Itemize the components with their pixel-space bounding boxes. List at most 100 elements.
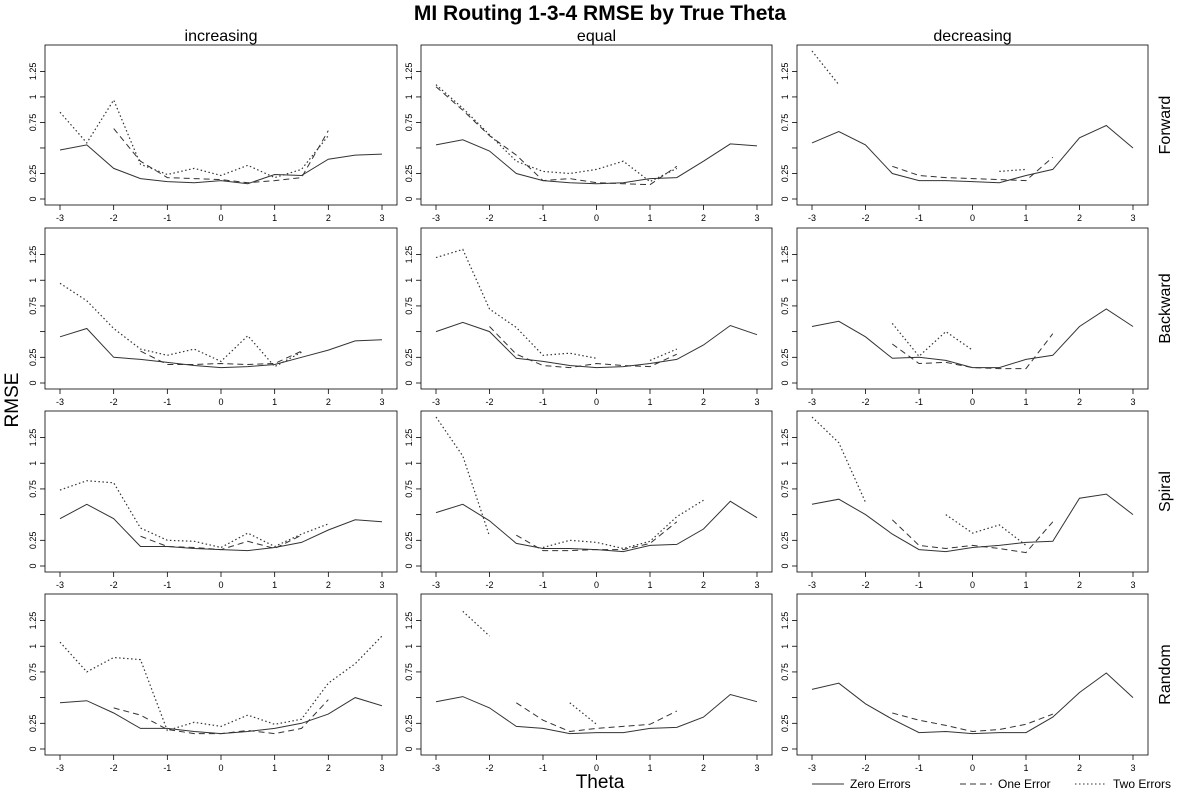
x-tick-label: 2 — [326, 580, 331, 590]
series-line-one-error — [489, 326, 678, 369]
series-line-zero-errors — [811, 124, 1134, 184]
x-tick-label: 3 — [1130, 213, 1135, 223]
panel-random-increasing: -3 -2 -1 0 1 2 3 0 0.25 0.75 1 1.25 — [28, 593, 398, 773]
x-tick-label: 3 — [379, 213, 384, 223]
series-line-two-errors — [59, 480, 329, 549]
x-tick-label: -3 — [432, 213, 440, 223]
series-line-one-error — [892, 156, 1054, 182]
y-tick-label: 0.25 — [780, 349, 790, 367]
y-tick-label: 1 — [404, 278, 414, 283]
series-line-one-error — [892, 333, 1054, 370]
y-tick-label: 0.75 — [28, 663, 38, 681]
series-line-one-error — [516, 702, 678, 733]
x-tick-label: 3 — [379, 763, 384, 773]
panel-frame — [420, 227, 773, 390]
panel-forward-equal: -3 -2 -1 0 1 2 3 0 0.25 0.75 1 1.25 — [404, 44, 773, 223]
x-tick-label: -3 — [432, 397, 440, 407]
x-tick-label: -3 — [432, 580, 440, 590]
series-line-zero-errors — [435, 500, 758, 553]
x-tick-label: -2 — [485, 580, 493, 590]
y-tick-label: 1.25 — [404, 612, 414, 630]
x-tick-label: -3 — [56, 213, 64, 223]
y-tick-label: 0.75 — [28, 480, 38, 498]
x-tick-label: 2 — [701, 213, 706, 223]
row-title-forward: Forward — [1157, 96, 1174, 155]
x-tick-label: -2 — [485, 213, 493, 223]
x-tick-label: 0 — [218, 580, 223, 590]
y-tick-label: 0 — [780, 563, 790, 568]
x-tick-label: 1 — [647, 397, 652, 407]
y-tick-label: 1.25 — [404, 63, 414, 81]
y-tick-label: 0.75 — [28, 114, 38, 132]
y-tick-label: 0.25 — [28, 349, 38, 367]
series-line-zero-errors — [811, 493, 1134, 553]
x-tick-label: 1 — [647, 213, 652, 223]
x-tick-label: -1 — [163, 763, 171, 773]
y-tick-label: 0.75 — [404, 663, 414, 681]
x-tick-label: -1 — [163, 397, 171, 407]
x-tick-label: 1 — [647, 580, 652, 590]
y-tick-label: 0 — [780, 380, 790, 385]
x-tick-label: -3 — [808, 580, 816, 590]
column-titles: increasing equal decreasing — [185, 28, 1012, 45]
y-tick-label: 1.25 — [780, 63, 790, 81]
panel-frame — [44, 410, 398, 573]
x-tick-label: 2 — [1077, 763, 1082, 773]
series-line-one-error — [892, 712, 1053, 733]
y-tick-label: 0 — [780, 746, 790, 751]
series-line-two-errors — [811, 50, 840, 86]
x-tick-label: 2 — [701, 580, 706, 590]
y-tick-label: 1 — [404, 461, 414, 466]
panel-random-decreasing: -3 -2 -1 0 1 2 3 0 0.25 0.75 1 1.25 — [780, 593, 1149, 773]
x-tick-label: 1 — [272, 580, 277, 590]
y-tick-label: 1 — [404, 94, 414, 99]
y-tick-label: 0.75 — [404, 480, 414, 498]
x-tick-label: 0 — [594, 213, 599, 223]
x-tick-label: 2 — [326, 397, 331, 407]
series-line-two-errors — [891, 323, 973, 358]
y-tick-label: 1 — [780, 278, 790, 283]
x-tick-label: -3 — [56, 580, 64, 590]
series-line-one-error — [113, 128, 329, 184]
legend: Zero Errors One Error Two Errors — [812, 777, 1171, 791]
series-line-zero-errors — [59, 327, 383, 369]
row-title-backward: Backward — [1157, 273, 1174, 343]
y-tick-label: 1 — [28, 94, 38, 99]
y-tick-label: 1.25 — [28, 612, 38, 630]
y-tick-label: 0 — [780, 196, 790, 201]
y-tick-label: 1.25 — [404, 429, 414, 447]
row-title-random: Random — [1157, 644, 1174, 704]
x-tick-label: -3 — [432, 763, 440, 773]
y-tick-label: 0 — [404, 196, 414, 201]
panel-backward-equal: -3 -2 -1 0 1 2 3 0 0.25 0.75 1 1.25 — [404, 227, 773, 407]
panel-backward-increasing: -3 -2 -1 0 1 2 3 0 0.25 0.75 1 1.25 — [28, 227, 398, 407]
legend-label-one-error: One Error — [998, 777, 1051, 791]
y-tick-label: 0.25 — [780, 532, 790, 550]
x-tick-label: 2 — [326, 763, 331, 773]
y-tick-label: 0.25 — [28, 532, 38, 550]
y-tick-label: 0.25 — [404, 715, 414, 733]
series-line-zero-errors — [435, 321, 758, 369]
y-tick-label: 0.75 — [780, 663, 790, 681]
y-tick-label: 0.25 — [404, 532, 414, 550]
x-tick-label: -1 — [915, 580, 923, 590]
x-tick-label: 2 — [701, 763, 706, 773]
panel-random-equal: -3 -2 -1 0 1 2 3 0 0.25 0.75 1 1.25 — [404, 593, 773, 773]
series-line-zero-errors — [59, 144, 383, 185]
x-tick-label: -2 — [485, 397, 493, 407]
y-tick-label: 1 — [28, 278, 38, 283]
panel-backward-decreasing: -3 -2 -1 0 1 2 3 0 0.25 0.75 1 1.25 — [780, 227, 1149, 407]
x-tick-label: 3 — [1130, 580, 1135, 590]
y-tick-label: 1.25 — [780, 246, 790, 264]
x-tick-label: -1 — [915, 397, 923, 407]
x-tick-label: 1 — [272, 397, 277, 407]
x-tick-label: 3 — [1130, 763, 1135, 773]
y-tick-label: 0.25 — [780, 165, 790, 183]
x-tick-label: 0 — [218, 763, 223, 773]
y-tick-label: 0.75 — [404, 297, 414, 315]
x-tick-label: -1 — [539, 580, 547, 590]
x-tick-label: -2 — [110, 397, 118, 407]
series-line-zero-errors — [435, 139, 758, 185]
series-line-zero-errors — [59, 503, 383, 552]
